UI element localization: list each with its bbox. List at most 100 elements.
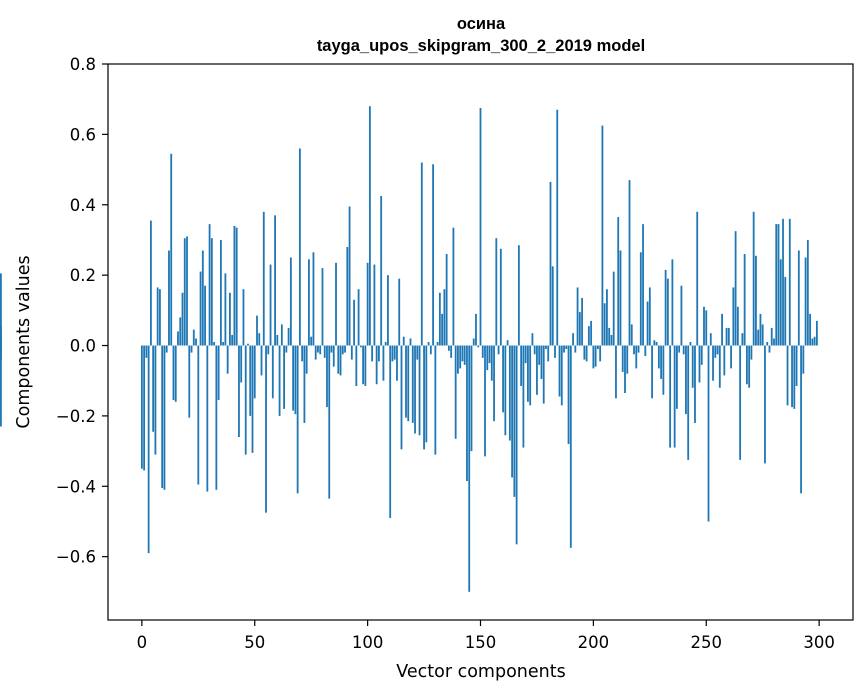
bar bbox=[317, 345, 319, 353]
bar bbox=[653, 340, 656, 346]
bar bbox=[606, 289, 608, 346]
bar bbox=[229, 292, 231, 346]
bar bbox=[800, 345, 802, 494]
bar bbox=[628, 180, 631, 346]
bar bbox=[454, 345, 457, 439]
bar bbox=[308, 259, 310, 346]
bar bbox=[540, 345, 543, 379]
bar bbox=[350, 345, 353, 360]
bar bbox=[274, 215, 276, 346]
bar bbox=[802, 345, 805, 374]
bar bbox=[373, 264, 376, 346]
bar bbox=[425, 345, 428, 443]
bar bbox=[493, 345, 495, 422]
bar bbox=[630, 324, 633, 346]
bars-group bbox=[0, 106, 818, 592]
bar bbox=[396, 345, 398, 381]
bar bbox=[617, 217, 620, 346]
bar bbox=[766, 342, 769, 346]
bar bbox=[335, 262, 337, 346]
bar bbox=[359, 345, 362, 348]
bar bbox=[445, 254, 448, 346]
y-axis-ticks: −0.6 −0.4 −0.2 0.0 0.2 0.4 0.6 0.8 bbox=[56, 55, 108, 567]
bar bbox=[179, 317, 182, 346]
bar bbox=[296, 345, 299, 494]
bar bbox=[714, 345, 717, 358]
bar bbox=[563, 345, 565, 353]
bar bbox=[244, 345, 247, 455]
bar bbox=[461, 345, 464, 362]
bar bbox=[213, 342, 216, 346]
bar bbox=[727, 327, 730, 346]
bar bbox=[646, 301, 649, 346]
bar bbox=[538, 345, 541, 365]
bar bbox=[357, 289, 360, 346]
bar bbox=[140, 345, 143, 469]
y-tick-label: 0.2 bbox=[70, 266, 96, 285]
bar bbox=[0, 273, 2, 346]
bar bbox=[195, 338, 197, 346]
bar bbox=[777, 224, 780, 346]
bar bbox=[554, 345, 556, 358]
bar bbox=[497, 345, 500, 355]
bar bbox=[188, 345, 191, 418]
bar bbox=[204, 285, 206, 346]
bar bbox=[217, 345, 220, 401]
bar bbox=[466, 345, 468, 481]
x-tick-label: 250 bbox=[691, 633, 723, 652]
bar bbox=[321, 268, 324, 346]
bar bbox=[215, 345, 218, 490]
plot-frame bbox=[107, 63, 854, 621]
x-tick-label: 300 bbox=[803, 633, 835, 652]
bar bbox=[495, 238, 498, 346]
bar bbox=[249, 345, 252, 416]
bar bbox=[782, 218, 784, 346]
bar bbox=[177, 331, 179, 346]
bar bbox=[364, 345, 367, 386]
bar bbox=[809, 313, 812, 346]
bar bbox=[644, 345, 647, 357]
bar bbox=[691, 345, 694, 388]
bar bbox=[707, 345, 710, 522]
bar bbox=[596, 345, 599, 350]
bar bbox=[745, 345, 748, 385]
bar bbox=[615, 345, 617, 399]
bar bbox=[712, 345, 714, 381]
bar bbox=[235, 227, 238, 346]
bar bbox=[594, 345, 597, 367]
bar bbox=[181, 292, 184, 346]
bar bbox=[470, 345, 473, 452]
bar bbox=[517, 245, 520, 346]
y-tick-label: −0.4 bbox=[56, 477, 96, 496]
bar bbox=[393, 345, 396, 360]
bar bbox=[793, 345, 796, 409]
bar bbox=[332, 345, 335, 367]
bar bbox=[565, 345, 568, 350]
bar bbox=[637, 345, 640, 353]
bar bbox=[705, 310, 708, 346]
x-tick-label: 100 bbox=[352, 633, 384, 652]
bar bbox=[387, 275, 389, 346]
bar bbox=[199, 271, 202, 346]
bar bbox=[662, 345, 665, 395]
bar bbox=[676, 345, 678, 409]
bar bbox=[368, 106, 371, 346]
bar bbox=[411, 345, 414, 423]
bar bbox=[152, 345, 155, 432]
y-tick-label: 0.4 bbox=[70, 196, 96, 215]
bar bbox=[262, 211, 265, 346]
bar bbox=[294, 345, 297, 415]
bar bbox=[233, 225, 236, 346]
x-axis-label: Vector components bbox=[396, 662, 565, 682]
bar bbox=[402, 336, 405, 346]
bar bbox=[447, 345, 450, 351]
chart-title-line-1: осина bbox=[457, 15, 506, 33]
bar bbox=[619, 250, 622, 346]
bar bbox=[687, 345, 690, 460]
bar bbox=[438, 292, 441, 346]
bar bbox=[581, 298, 583, 346]
bar bbox=[576, 287, 579, 346]
bar bbox=[210, 238, 213, 346]
bar bbox=[542, 345, 545, 404]
